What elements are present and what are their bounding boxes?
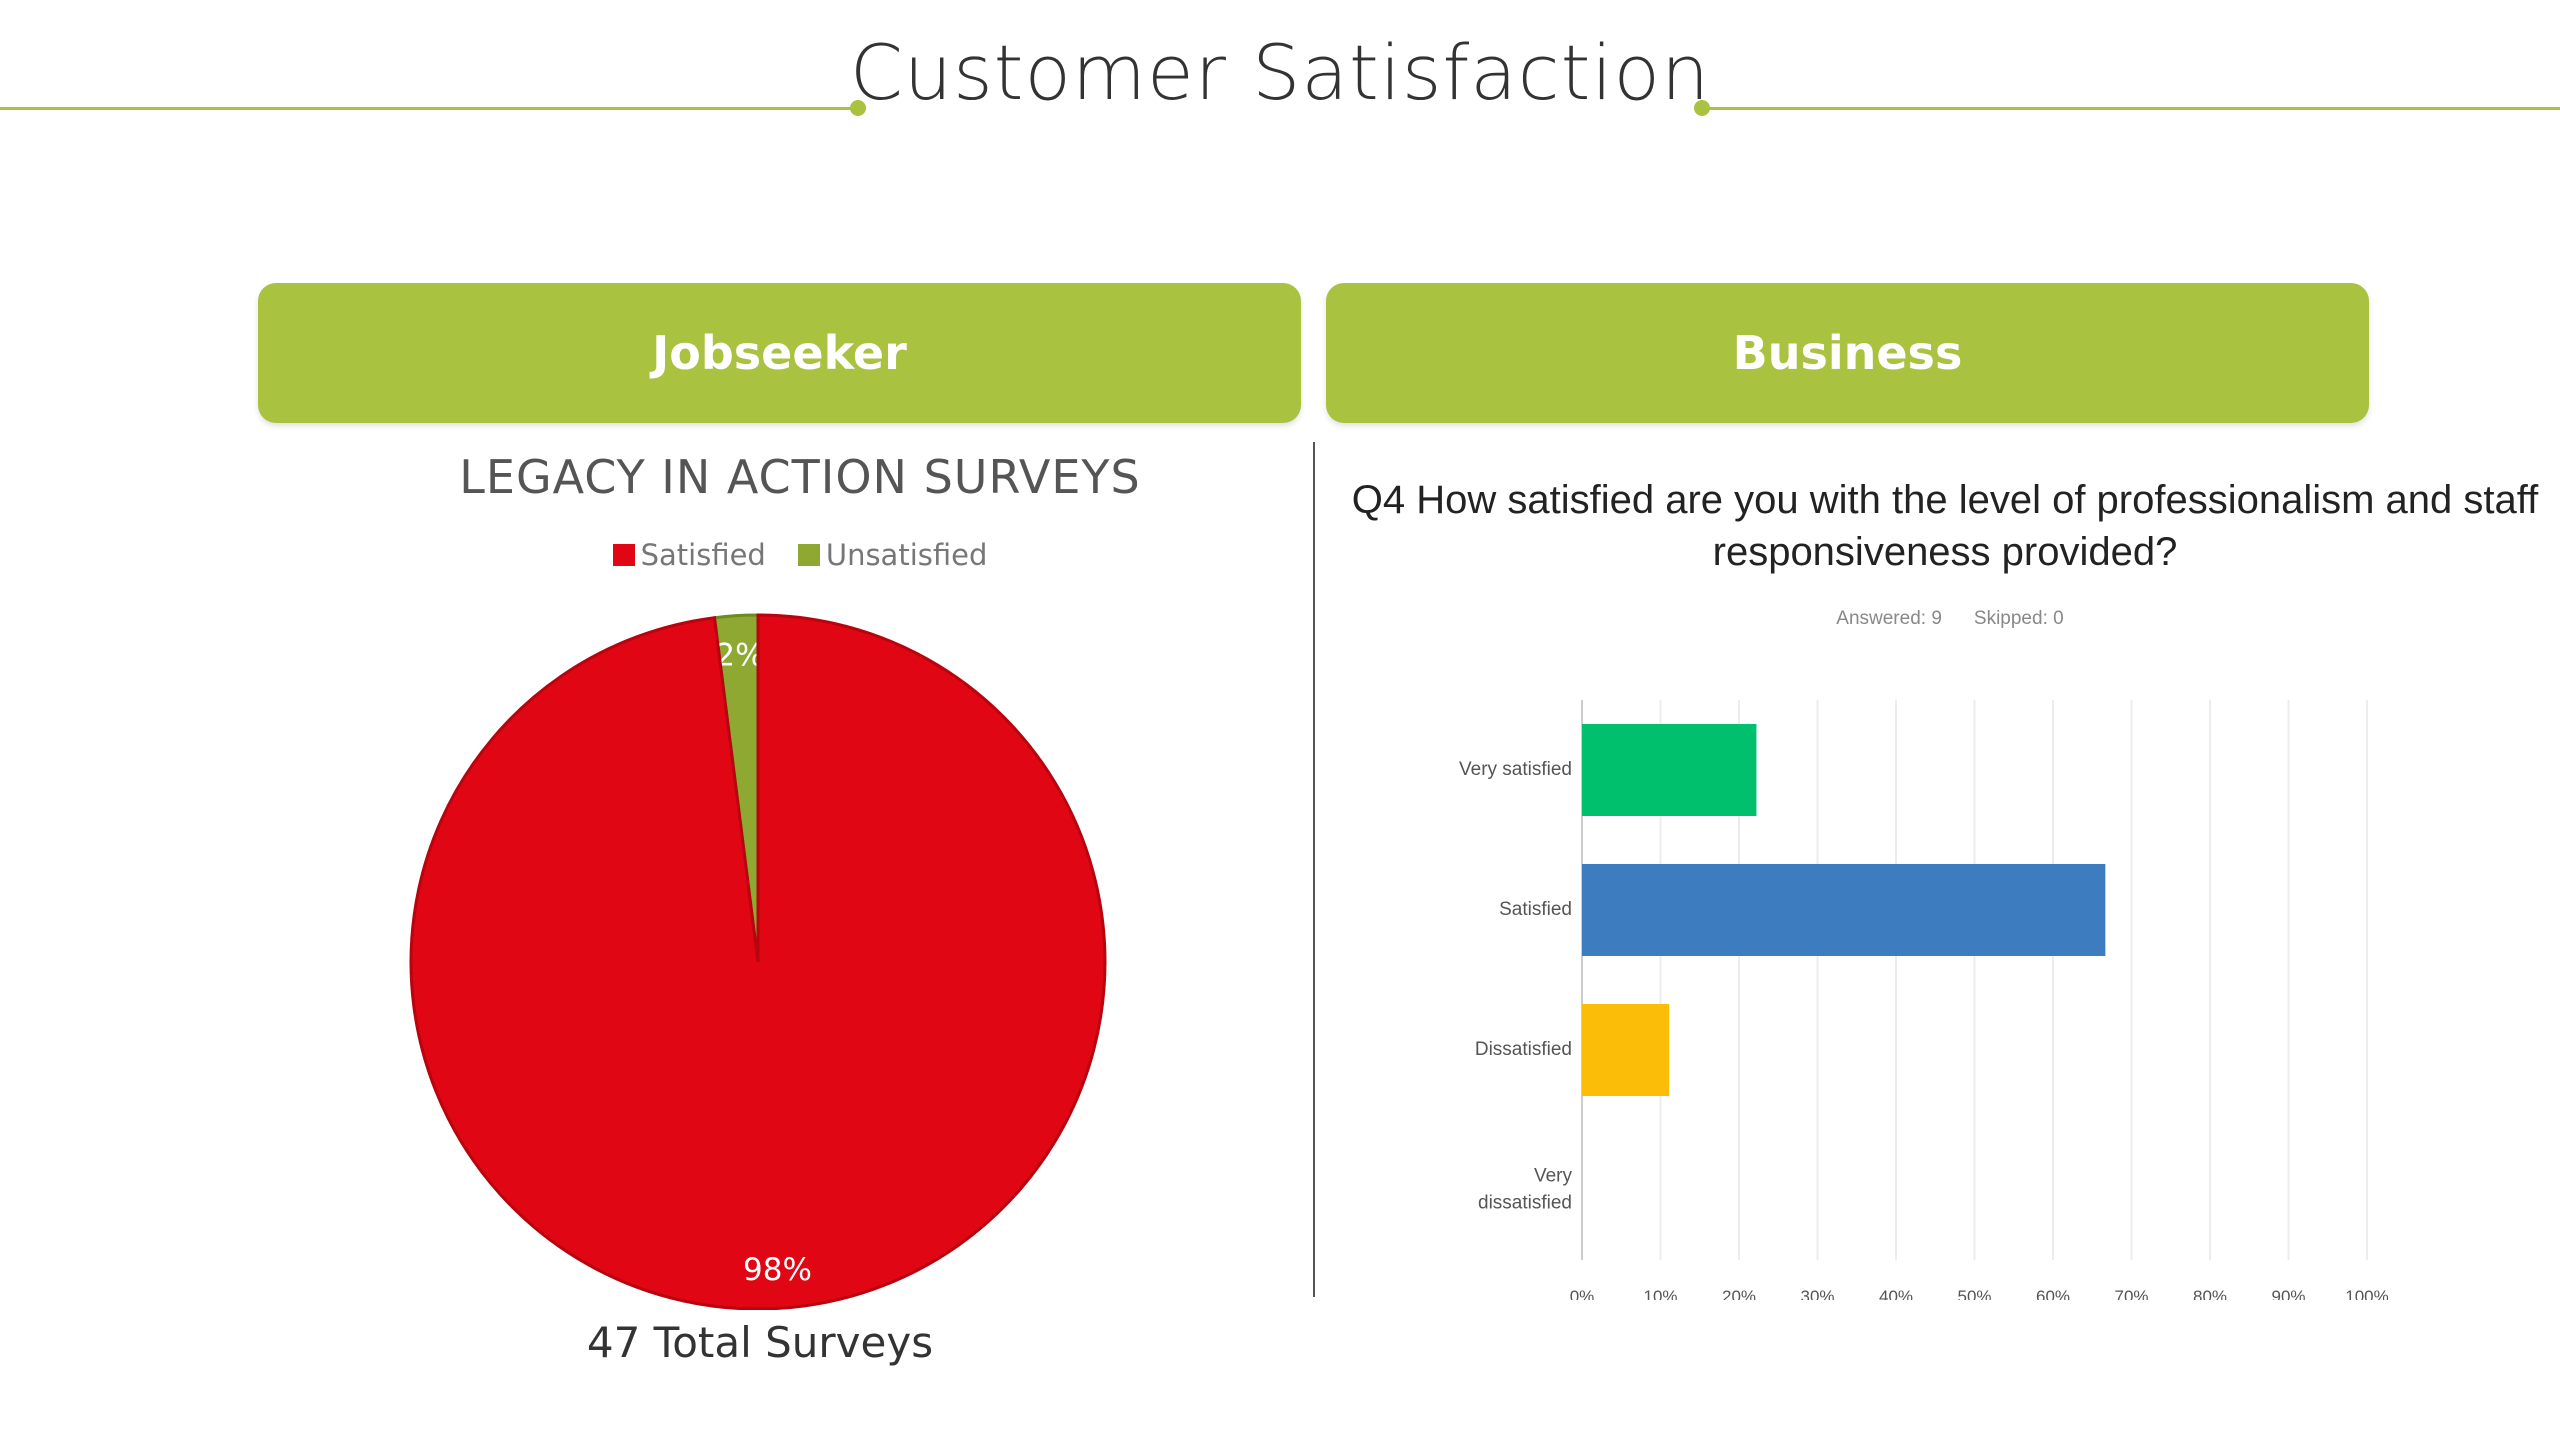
x-tick-label: 30% [1800,1287,1834,1300]
title-dot-left [850,100,866,116]
x-tick-label: 50% [1957,1287,1991,1300]
pie-slice-satisfied [409,613,1107,1310]
bar-satisfied [1582,864,2106,956]
pie-chart-title: LEGACY IN ACTION SURVEYS [459,450,1141,504]
legend-label-satisfied: Satisfied [640,538,766,572]
skipped-count: Skipped: 0 [1973,608,2064,629]
pie-label-unsatisfied: 2% [715,638,764,674]
answered-count: Answered: 9 [1836,608,1942,629]
y-category-label: dissatisfied [1478,1193,1572,1214]
bar-dissatisfied [1582,1004,1670,1096]
x-tick-label: 20% [1722,1287,1756,1300]
business-header: Business [1326,283,2369,423]
y-category-label: Dissatisfied [1475,1039,1572,1060]
y-category-label: Very [1534,1166,1573,1187]
x-tick-label: 10% [1643,1287,1677,1300]
x-tick-label: 90% [2271,1287,2305,1300]
y-category-label: Very satisfied [1459,759,1572,780]
total-surveys-caption: 47 Total Surveys [586,1318,934,1367]
title-rule-right [1702,107,2560,110]
legend-swatch-unsatisfied [797,544,820,566]
title-bar: Customer Satisfaction [0,0,2560,160]
panel-divider [1313,442,1315,1297]
bar-very-satisfied [1582,724,1757,816]
title-rule-left [0,107,858,110]
x-tick-label: 100% [2345,1287,2388,1300]
x-tick-label: 0% [1570,1287,1595,1300]
x-tick-label: 70% [2114,1287,2148,1300]
legend-item-unsatisfied: Unsatisfied [797,538,988,572]
pie-label-satisfied: 98% [743,1252,812,1288]
legend-label-unsatisfied: Unsatisfied [825,538,988,572]
x-tick-label: 60% [2036,1287,2070,1300]
question-meta: Answered: 9 Skipped: 0 [1700,608,2200,630]
x-tick-label: 40% [1879,1287,1913,1300]
bar-chart: 0% 10% 20% 30% 40% 50% 60% 70% 80% 90% 100% Very sa… [1459,700,2389,1300]
question-title: Q4 How satisfied are you with the level … [1351,478,2539,574]
legend-swatch-satisfied [612,544,635,566]
y-category-label: Satisfied [1499,899,1572,920]
pie-chart: 2% 98% [409,613,1107,1310]
x-tick-label: 80% [2193,1287,2227,1300]
legend-item-satisfied: Satisfied [612,538,766,572]
pie-legend: Satisfied Unsatisfied [380,538,1220,572]
page-title: Customer Satisfaction [849,28,1711,117]
jobseeker-header: Jobseeker [258,283,1301,423]
